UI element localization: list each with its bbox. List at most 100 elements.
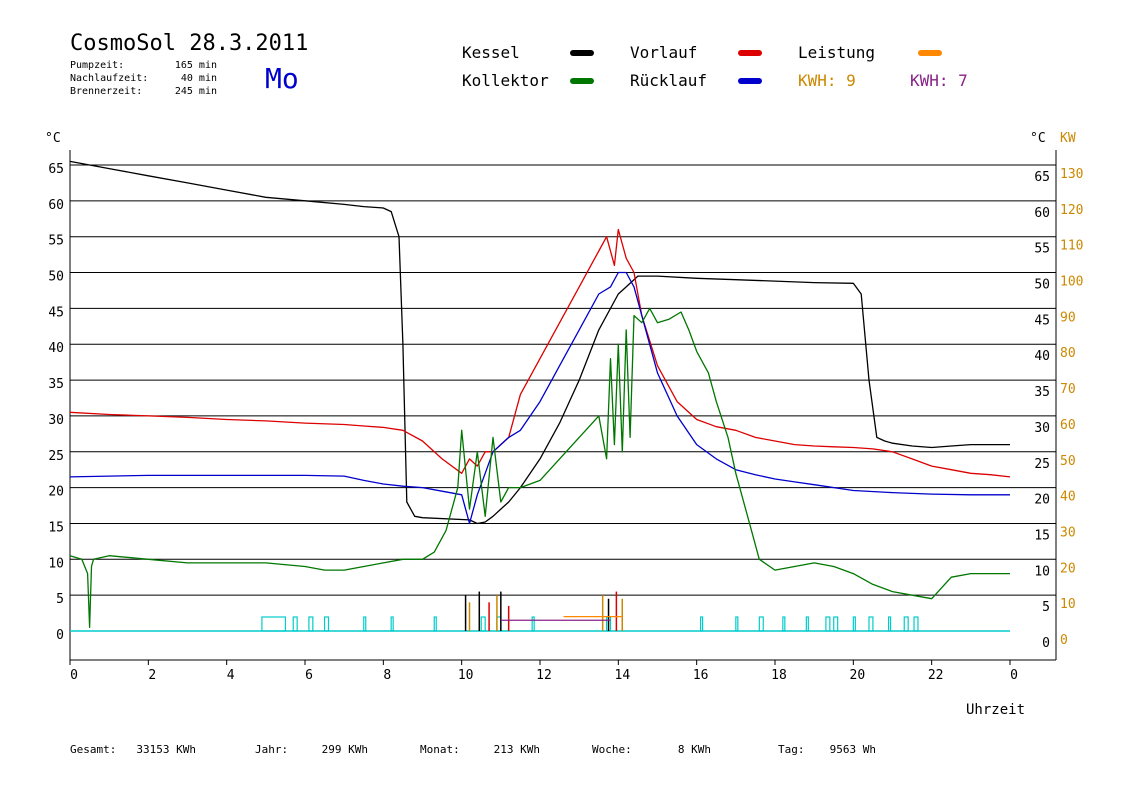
pump-pulse	[261, 616, 287, 632]
footer-value: 9563 Wh	[830, 743, 876, 756]
pump-pulse	[868, 616, 874, 632]
footer-label: Jahr:	[255, 743, 288, 756]
y-tick-label-right: 15	[1034, 528, 1050, 543]
power-tick-label: 50	[1060, 454, 1076, 469]
pump-markers	[70, 616, 1010, 632]
pump-pulse	[699, 616, 704, 632]
series-line-rücklauf	[69, 271, 1010, 525]
footer-label: Gesamt:	[70, 743, 116, 756]
y-tick-label-left: 20	[48, 485, 64, 500]
y-tick-label-left: 40	[48, 341, 64, 356]
series-line-vorlauf	[69, 228, 1011, 478]
kwh-label: KWH: 9	[798, 71, 856, 90]
y-tick-label-right: 40	[1034, 349, 1050, 364]
pump-pulse	[308, 616, 314, 632]
pump-pulse	[887, 616, 892, 632]
power-tick-label: 120	[1060, 203, 1083, 218]
kwh-label: KWH: 7	[910, 71, 968, 90]
x-tick-label: 6	[305, 668, 313, 683]
y-axis-unit-right: °C	[1030, 131, 1046, 146]
pump-pulse	[903, 616, 909, 632]
x-tick-label: 10	[458, 668, 474, 683]
y-axis-power-unit: KW	[1060, 131, 1076, 146]
legend-label: Leistung	[798, 43, 875, 62]
power-tick-label: 0	[1060, 633, 1068, 648]
pump-pulse	[323, 616, 330, 632]
x-axis-title: Uhrzeit	[966, 702, 1025, 718]
y-tick-label-right: 60	[1034, 206, 1050, 221]
power-tick-label: 110	[1060, 239, 1083, 254]
y-tick-label-left: 0	[56, 628, 64, 643]
y-tick-label-left: 55	[48, 234, 64, 249]
series-lines	[69, 160, 1011, 629]
weekday-label: Mo	[265, 62, 299, 95]
y-tick-label-right: 30	[1034, 421, 1050, 436]
power-tick-label: 90	[1060, 310, 1076, 325]
pump-pulse	[480, 616, 486, 632]
legend: Kessel Vorlauf Leistung Kollektor Rücklauf KW…	[462, 43, 968, 90]
x-tick-label: 16	[693, 668, 709, 683]
stat-value: 40 min	[181, 73, 217, 84]
footer-label: Tag:	[778, 743, 805, 756]
stat-label: Nachlaufzeit:	[70, 73, 148, 84]
stat-value: 245 min	[175, 86, 217, 97]
y-tick-label-left: 5	[56, 592, 64, 607]
chart-title: CosmoSol 28.3.2011	[70, 31, 308, 56]
power-tick-label: 70	[1060, 382, 1076, 397]
footer-label: Woche:	[592, 743, 632, 756]
power-tick-label: 80	[1060, 346, 1076, 361]
footer-value: 213 KWh	[494, 743, 540, 756]
pump-pulse	[825, 616, 831, 632]
pump-pulse	[735, 616, 739, 632]
y-tick-label-right: 65	[1034, 170, 1050, 185]
footer-value: 299 KWh	[322, 743, 368, 756]
y-tick-label-left: 35	[48, 377, 64, 392]
y-tick-label-right: 10	[1034, 564, 1050, 579]
power-tick-label: 10	[1060, 597, 1076, 612]
y-tick-label-right: 55	[1034, 242, 1050, 257]
legend-label: Vorlauf	[630, 43, 697, 62]
pump-pulse	[531, 616, 535, 632]
pump-pulse	[782, 616, 786, 632]
series-line-kollektor	[69, 307, 1010, 629]
x-tick-label: 8	[383, 668, 391, 683]
runtime-stats: Pumpzeit: 165 min Nachlaufzeit: 40 min Brenn…	[70, 60, 217, 97]
stat-value: 165 min	[175, 60, 217, 71]
pump-pulse	[805, 616, 809, 632]
power-tick-label: 130	[1060, 167, 1083, 182]
x-tick-label: 14	[615, 668, 631, 683]
pump-pulse	[913, 616, 919, 632]
pump-pulse	[852, 616, 856, 632]
footer-value: 8 KWh	[678, 743, 711, 756]
power-tick-label: 40	[1060, 490, 1076, 505]
y-tick-label-left: 65	[48, 162, 64, 177]
y-tick-label-right: 5	[1042, 600, 1050, 615]
y-tick-label-left: 25	[48, 449, 64, 464]
axes: 0055101015152020252530303535404045455050…	[48, 150, 1083, 683]
footer-value: 33153 KWh	[136, 743, 196, 756]
pump-pulse	[292, 616, 298, 632]
x-tick-label: 4	[227, 668, 235, 683]
x-tick-label: 2	[148, 668, 156, 683]
y-tick-label-left: 60	[48, 198, 64, 213]
legend-label: Rücklauf	[630, 71, 707, 90]
legend-label: Kessel	[462, 43, 520, 62]
grid	[70, 164, 1056, 596]
series-line-kessel	[69, 160, 1010, 525]
y-tick-label-left: 50	[48, 270, 64, 285]
pump-pulse	[833, 616, 839, 632]
x-tick-label: 0	[1010, 668, 1018, 683]
stat-label: Pumpzeit:	[70, 60, 124, 71]
power-tick-label: 100	[1060, 275, 1083, 290]
y-tick-label-right: 25	[1034, 457, 1050, 472]
x-tick-label: 0	[70, 668, 78, 683]
power-tick-label: 60	[1060, 418, 1076, 433]
pump-pulse	[758, 616, 764, 632]
pump-pulse	[363, 616, 367, 632]
legend-label: Kollektor	[462, 71, 549, 90]
y-tick-label-right: 35	[1034, 385, 1050, 400]
y-tick-label-right: 50	[1034, 278, 1050, 293]
y-tick-label-left: 15	[48, 520, 64, 535]
power-spikes	[464, 591, 623, 631]
power-tick-label: 20	[1060, 561, 1076, 576]
